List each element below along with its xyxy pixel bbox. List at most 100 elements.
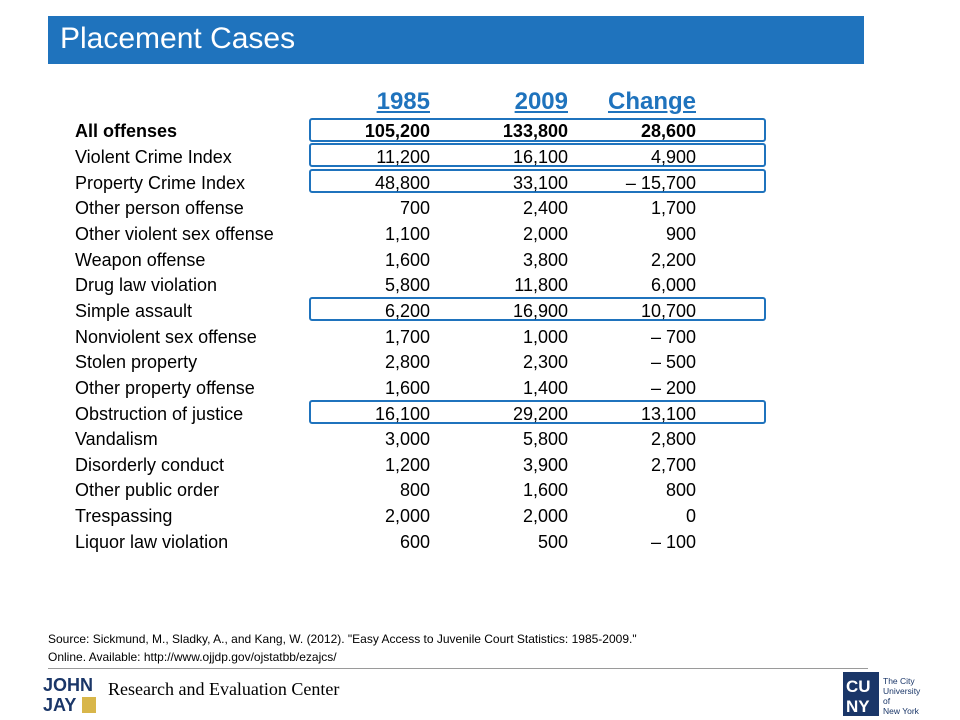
svg-text:JAY: JAY <box>43 695 76 715</box>
row-label: Obstruction of justice <box>75 404 244 424</box>
table-row: Disorderly conduct 1,200 3,900 2,700 <box>0 453 960 479</box>
highlight-box-all-offenses <box>309 118 766 142</box>
value-2009: 1,400 <box>522 378 568 398</box>
row-label: Drug law violation <box>75 275 218 295</box>
svg-text:NY: NY <box>846 697 870 716</box>
footer-divider <box>48 668 868 669</box>
row-label: Other person offense <box>75 198 244 218</box>
value-2009: 1,600 <box>522 480 568 500</box>
value-2009: 16,100 <box>512 147 568 167</box>
value-1985: 1,100 <box>384 224 430 244</box>
row-label: Property Crime Index <box>75 173 246 193</box>
table-row: Other public order 800 1,600 800 <box>0 478 960 504</box>
table-row: Drug law violation 5,800 11,800 6,000 <box>0 273 960 299</box>
row-label: Nonviolent sex offense <box>75 327 257 347</box>
value-change: 2,800 <box>650 429 696 449</box>
row-label: Other violent sex offense <box>75 224 274 244</box>
title-bar: Placement Cases <box>48 16 864 64</box>
value-1985: 1,700 <box>384 327 430 347</box>
source-line-2: Online. Available: http://www.ojjdp.gov/… <box>48 650 337 664</box>
table-row: Trespassing 2,000 2,000 0 <box>0 504 960 530</box>
highlight-box-simple-assault <box>309 297 766 321</box>
table-row: Simple assault 6,200 16,900 10,700 <box>0 299 960 325</box>
value-2009: 5,800 <box>522 429 568 449</box>
table-row: Stolen property 2,800 2,300 – 500 <box>0 350 960 376</box>
svg-text:JOHN: JOHN <box>43 675 93 695</box>
table-row: Other violent sex offense 1,100 2,000 90… <box>0 222 960 248</box>
row-label: Other public order <box>75 480 220 500</box>
value-1985: 6,200 <box>384 301 430 321</box>
svg-text:of: of <box>883 696 891 706</box>
value-change: – 700 <box>650 327 696 347</box>
svg-text:University: University <box>883 686 921 696</box>
value-2009: 3,900 <box>522 455 568 475</box>
table-row: Weapon offense 1,600 3,800 2,200 <box>0 248 960 274</box>
source-citation: Source: Sickmund, M., Sladky, A., and Ka… <box>48 630 828 666</box>
value-change: – 15,700 <box>625 173 696 193</box>
value-change: 4,900 <box>650 147 696 167</box>
slide-title: Placement Cases <box>60 22 296 55</box>
value-1985: 1,600 <box>384 378 430 398</box>
row-label: Stolen property <box>75 352 198 372</box>
footer-text: Research and Evaluation Center <box>108 679 340 699</box>
row-label: Weapon offense <box>75 250 206 270</box>
value-change: 10,700 <box>640 301 696 321</box>
cuny-logo: CU NY The City University of New York <box>843 672 921 716</box>
value-change: 900 <box>665 224 696 244</box>
value-1985: 1,200 <box>384 455 430 475</box>
svg-text:The City: The City <box>883 676 915 686</box>
row-label: Violent Crime Index <box>75 147 232 167</box>
value-2009: 2,000 <box>522 224 568 244</box>
highlight-box-property-crime <box>309 169 766 193</box>
row-label: Trespassing <box>75 506 173 526</box>
value-change: 13,100 <box>640 404 696 424</box>
value-change: 1,700 <box>650 198 696 218</box>
value-change: – 100 <box>650 532 696 552</box>
value-1985: 5,800 <box>384 275 430 295</box>
value-2009: 500 <box>537 532 568 552</box>
table-row: Violent Crime Index 11,200 16,100 4,900 <box>0 145 960 171</box>
value-2009: 3,800 <box>522 250 568 270</box>
value-1985: 105,200 <box>364 121 430 141</box>
highlight-box-violent-crime <box>309 143 766 167</box>
row-label: Other property offense <box>75 378 255 398</box>
row-label: Simple assault <box>75 301 193 321</box>
row-label: All offenses <box>75 121 178 141</box>
value-1985: 3,000 <box>384 429 430 449</box>
table-row: Property Crime Index 48,800 33,100 – 15,… <box>0 171 960 197</box>
source-line-1: Source: Sickmund, M., Sladky, A., and Ka… <box>48 632 637 646</box>
column-header-change: Change <box>607 88 696 115</box>
value-1985: 600 <box>399 532 430 552</box>
table-row: Liquor law violation 600 500 – 100 <box>0 530 960 556</box>
value-change: 28,600 <box>640 121 696 141</box>
highlight-box-obstruction <box>309 400 766 424</box>
value-2009: 33,100 <box>512 173 568 193</box>
svg-text:CU: CU <box>846 677 871 696</box>
value-1985: 11,200 <box>376 147 430 167</box>
value-change: 2,700 <box>650 455 696 475</box>
svg-text:New York: New York <box>883 706 920 716</box>
value-2009: 29,200 <box>512 404 568 424</box>
table-row: All offenses 105,200 133,800 28,600 <box>0 119 960 145</box>
value-1985: 2,000 <box>384 506 430 526</box>
table-row: Obstruction of justice 16,100 29,200 13,… <box>0 402 960 428</box>
value-1985: 700 <box>399 198 430 218</box>
table-row: Vandalism 3,000 5,800 2,800 <box>0 427 960 453</box>
table-row: Other property offense 1,600 1,400 – 200 <box>0 376 960 402</box>
value-1985: 2,800 <box>384 352 430 372</box>
row-label: Disorderly conduct <box>75 455 225 475</box>
row-label: Liquor law violation <box>75 532 229 552</box>
value-1985: 48,800 <box>374 173 430 193</box>
value-2009: 1,000 <box>522 327 568 347</box>
value-2009: 2,000 <box>522 506 568 526</box>
column-header-1985: 1985 <box>376 88 430 115</box>
value-2009: 11,800 <box>514 275 568 295</box>
value-2009: 133,800 <box>502 121 568 141</box>
value-1985: 16,100 <box>374 404 430 424</box>
value-change: – 200 <box>650 378 696 398</box>
value-2009: 16,900 <box>512 301 568 321</box>
table-row: Other person offense 700 2,400 1,700 <box>0 196 960 222</box>
row-label: Vandalism <box>75 429 158 449</box>
column-header-2009: 2009 <box>514 88 568 115</box>
value-2009: 2,300 <box>522 352 568 372</box>
